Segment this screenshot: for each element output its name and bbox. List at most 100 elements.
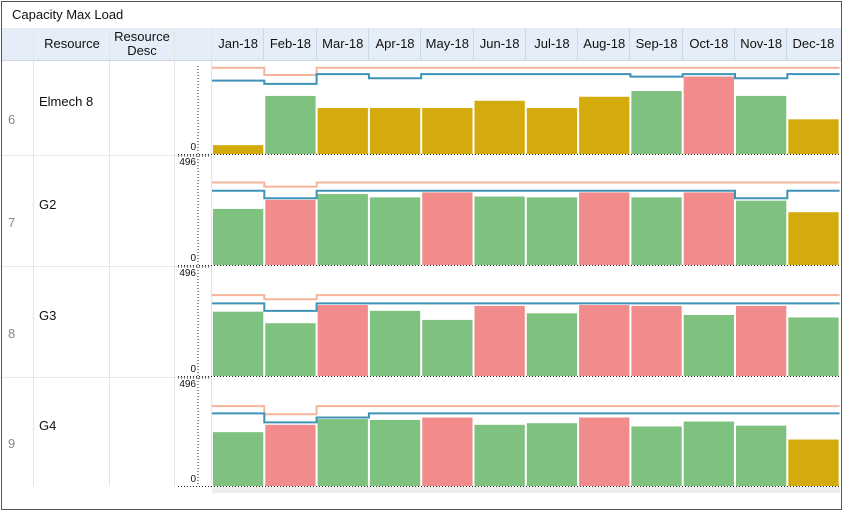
load-bar xyxy=(422,417,473,486)
month-header-separator xyxy=(367,28,369,60)
load-bar xyxy=(631,197,682,265)
capacity-step-line xyxy=(212,73,840,85)
month-header[interactable]: Apr-18 xyxy=(375,36,415,51)
load-bar xyxy=(213,311,264,376)
month-header-separator xyxy=(472,28,474,60)
month-header-separator xyxy=(734,28,735,60)
resource-name[interactable]: Elmech 8 xyxy=(39,94,94,109)
column-separator xyxy=(174,28,175,486)
load-bar xyxy=(736,425,787,486)
load-bar xyxy=(474,305,525,376)
page-title: Capacity Max Load xyxy=(12,7,124,22)
axis-max-label: 496 xyxy=(179,157,196,168)
axis-min-label: 0 xyxy=(190,253,196,264)
row-separator xyxy=(2,377,212,378)
resource-name[interactable]: G3 xyxy=(39,307,57,323)
month-header-separator xyxy=(681,28,683,60)
axis-min-label: 0 xyxy=(190,474,196,485)
row-index: 9 xyxy=(8,436,16,451)
load-bar xyxy=(579,96,630,154)
load-bar xyxy=(683,314,734,376)
axis-max-label: 496 xyxy=(179,379,196,390)
horizontal-scrollbar[interactable] xyxy=(212,487,840,493)
month-header[interactable]: Aug-18 xyxy=(583,36,626,51)
column-separator xyxy=(211,28,212,486)
load-bar xyxy=(526,197,578,265)
max-load-step-line xyxy=(212,181,840,188)
row-separator xyxy=(2,266,212,267)
resource-name[interactable]: G2 xyxy=(39,196,57,212)
load-bar xyxy=(788,119,839,154)
load-bar xyxy=(788,317,839,376)
month-header[interactable]: May-18 xyxy=(425,36,470,51)
load-bar xyxy=(631,305,682,376)
load-bar xyxy=(788,439,839,486)
column-separator xyxy=(33,28,34,486)
load-bar xyxy=(369,197,421,265)
month-header[interactable]: Oct-18 xyxy=(689,36,729,51)
load-bar xyxy=(265,323,316,376)
row-index: 6 xyxy=(8,112,16,127)
column-header-bar xyxy=(2,28,841,61)
month-header-separator xyxy=(524,28,526,60)
load-bar xyxy=(683,421,734,486)
max-load-step-line xyxy=(212,405,840,416)
month-header[interactable]: Mar-18 xyxy=(322,36,364,51)
month-header-separator xyxy=(420,28,422,60)
load-bar xyxy=(736,95,787,154)
load-bar xyxy=(265,95,316,154)
capacity-step-line xyxy=(212,189,840,200)
resource-name[interactable]: G4 xyxy=(39,418,57,433)
load-bar xyxy=(422,319,473,376)
month-header-separator xyxy=(577,28,579,60)
row-index: 7 xyxy=(8,214,16,230)
load-bar xyxy=(631,426,682,486)
load-bar xyxy=(317,194,368,265)
load-bar xyxy=(579,192,630,265)
month-header[interactable]: Sep-18 xyxy=(635,36,678,51)
axis-max-label: 496 xyxy=(179,268,196,279)
load-bar xyxy=(579,305,630,376)
load-bar xyxy=(631,91,682,154)
load-bar xyxy=(474,100,525,154)
header-resource-desc-line1: Resource xyxy=(114,29,170,44)
load-bar xyxy=(474,196,525,265)
month-header[interactable]: Jan-18 xyxy=(218,36,259,51)
load-bar xyxy=(265,424,316,486)
header-resource-desc[interactable]: Resource Desc xyxy=(109,30,175,58)
load-bar xyxy=(317,108,368,154)
load-bar xyxy=(579,417,630,486)
load-bar xyxy=(369,108,421,154)
load-bar xyxy=(683,192,734,265)
month-header[interactable]: Dec-18 xyxy=(792,36,835,51)
axis-min-label: 0 xyxy=(190,142,196,153)
load-bar xyxy=(474,424,525,486)
capacity-step-line xyxy=(212,412,840,424)
month-header[interactable]: Feb-18 xyxy=(269,36,312,51)
header-resource-desc-line2: Desc xyxy=(127,43,157,58)
load-bar xyxy=(213,145,264,154)
load-bar xyxy=(317,419,368,486)
load-bar xyxy=(683,76,734,154)
max-load-step-line xyxy=(212,294,840,301)
month-header[interactable]: Jun-18 xyxy=(479,36,520,51)
load-bar xyxy=(736,200,787,265)
load-bar xyxy=(526,108,578,154)
month-header[interactable]: Nov-18 xyxy=(740,36,783,51)
row-separator xyxy=(2,155,212,156)
month-header-separator xyxy=(629,28,631,60)
load-bar xyxy=(369,310,421,376)
column-separator xyxy=(109,28,110,486)
load-bar xyxy=(265,199,316,265)
load-bar xyxy=(422,108,473,154)
load-bar xyxy=(526,423,578,486)
capacity-step-line xyxy=(212,302,840,312)
header-resource[interactable]: Resource xyxy=(44,36,100,51)
row-index: 8 xyxy=(8,325,16,341)
month-header-separator xyxy=(263,28,265,60)
load-bar xyxy=(213,432,264,486)
axis-min-label: 0 xyxy=(190,364,196,375)
month-header[interactable]: Jul-18 xyxy=(534,36,570,51)
load-bar xyxy=(317,305,368,376)
load-bar xyxy=(788,212,839,265)
